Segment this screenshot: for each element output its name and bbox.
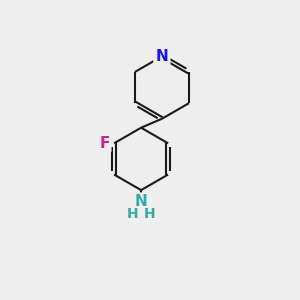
Text: H: H bbox=[144, 207, 155, 221]
Text: N: N bbox=[135, 194, 148, 209]
Text: N: N bbox=[155, 49, 168, 64]
Text: H: H bbox=[127, 207, 139, 221]
Text: F: F bbox=[99, 136, 110, 151]
